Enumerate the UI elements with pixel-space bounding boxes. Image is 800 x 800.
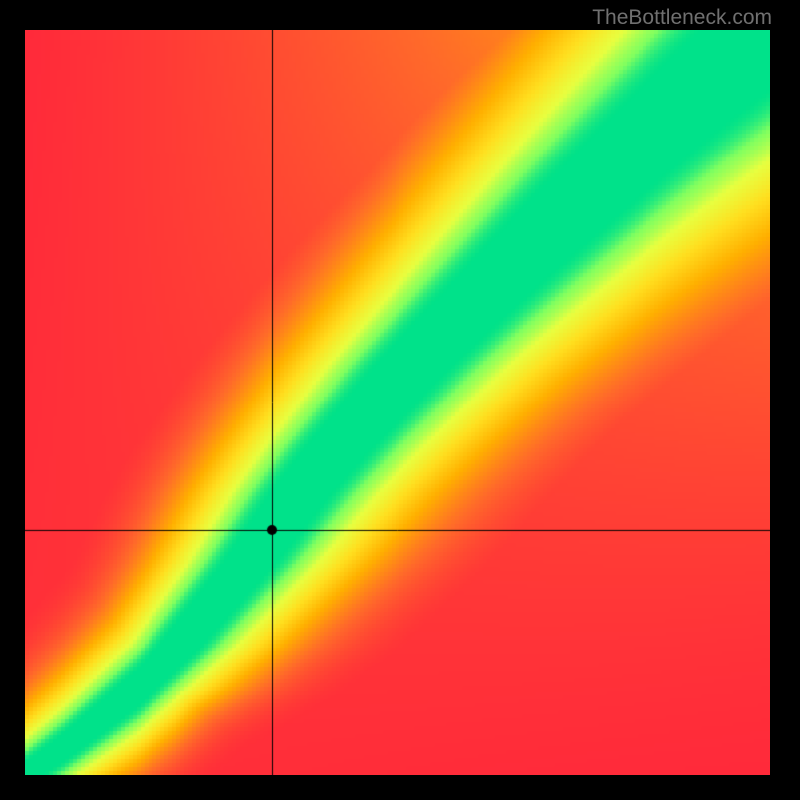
crosshair-overlay [25,30,770,775]
heatmap-plot [25,30,770,775]
watermark-text: TheBottleneck.com [592,6,772,30]
chart-container: TheBottleneck.com [0,0,800,800]
